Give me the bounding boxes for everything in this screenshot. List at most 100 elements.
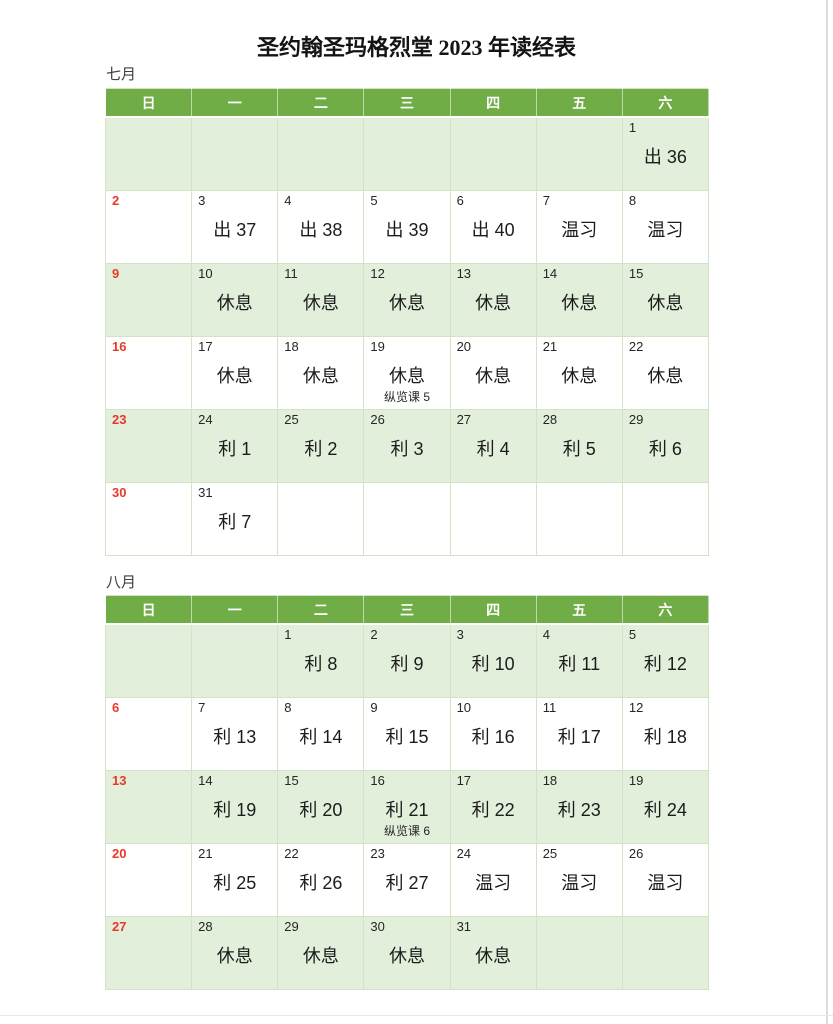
reading-assignment: 利 1 (218, 439, 252, 459)
day-number: 1 (628, 120, 637, 135)
day-cell: 28 利 5 (535, 409, 623, 483)
reading-assignment: 休息 (216, 366, 253, 386)
day-number: 12 (370, 266, 385, 281)
reading-assignment: 利 25 (213, 873, 257, 893)
day-number (541, 919, 618, 935)
day-cell: 17 休息 (191, 336, 279, 410)
day-number: 8 (284, 700, 292, 715)
day-number: 10 (456, 700, 472, 715)
day-number: 10 (198, 266, 213, 281)
day-cell: 14 利 19 (191, 770, 279, 844)
empty-day-cell (535, 916, 623, 990)
reading-assignment: 利 10 (471, 654, 515, 674)
day-cell: 20 休息 (449, 336, 537, 410)
day-number (627, 485, 704, 501)
day-number (627, 919, 704, 935)
week-row: 9 10 休息 11 休息 12 休息 13 休息 14 休息 15 休息 (104, 263, 710, 337)
day-cell: 25 利 2 (277, 409, 365, 483)
reading-assignment: 利 9 (390, 654, 424, 674)
day-cell: 3 出 37 (191, 190, 279, 264)
day-number: 26 (370, 412, 385, 427)
day-number: 30 (112, 485, 127, 500)
empty-day-cell (277, 116, 365, 191)
day-number: 2 (112, 193, 120, 208)
calendar-table-august: 日一二三四五六 1 利 8 2 利 9 3 利 10 4 利 11 5 利 12 6 7 利 13 8 利 1… (104, 595, 710, 990)
day-cell: 7 利 13 (191, 697, 279, 771)
day-cell: 8 利 14 (277, 697, 365, 771)
day-number: 14 (542, 266, 558, 281)
day-cell: 7 温习 (535, 190, 623, 264)
day-number (110, 120, 187, 136)
day-cell: 11 利 17 (535, 697, 623, 771)
reading-assignment: 利 6 (648, 439, 682, 459)
reading-assignment: 出 36 (643, 147, 687, 167)
day-number: 5 (628, 627, 637, 642)
reading-assignment: 休息 (388, 366, 425, 386)
day-number: 29 (628, 412, 644, 427)
week-row: 30 31 利 7 (104, 482, 710, 556)
day-cell: 12 休息 (363, 263, 451, 337)
day-cell: 13 休息 (449, 263, 537, 337)
day-number (196, 627, 273, 643)
reading-assignment: 温习 (561, 220, 598, 240)
day-number: 1 (284, 627, 292, 642)
reading-assignment: 利 18 (643, 727, 687, 747)
reading-assignment: 利 27 (385, 873, 429, 893)
day-number: 30 (370, 919, 385, 934)
day-cell: 8 温习 (621, 190, 710, 264)
week-row: 1 利 8 2 利 9 3 利 10 4 利 11 5 利 12 (104, 623, 710, 698)
day-number: 18 (284, 339, 299, 354)
day-cell: 2 (104, 190, 193, 264)
reading-assignment: 利 5 (562, 439, 596, 459)
reading-assignment: 休息 (302, 366, 339, 386)
month-label-july: 七月 (106, 66, 137, 83)
week-row: 6 7 利 13 8 利 14 9 利 15 10 利 16 11 利 17 12 利 18 (104, 697, 710, 771)
day-number: 15 (628, 266, 644, 281)
day-cell: 12 利 18 (621, 697, 710, 771)
day-cell: 20 (104, 843, 193, 917)
reading-assignment: 利 3 (390, 439, 424, 459)
day-number (541, 485, 618, 501)
day-number: 13 (456, 266, 472, 281)
day-number: 27 (112, 919, 127, 934)
reading-assignment: 休息 (647, 293, 684, 313)
day-number: 25 (542, 846, 558, 861)
day-cell: 6 出 40 (449, 190, 537, 264)
week-row: 2 3 出 37 4 出 38 5 出 39 6 出 40 7 温习 8 温习 (104, 190, 710, 264)
day-cell: 14 休息 (535, 263, 623, 337)
day-cell: 27 利 4 (449, 409, 537, 483)
day-cell: 1 出 36 (621, 116, 710, 191)
day-cell: 27 (104, 916, 193, 990)
month-label-august: 八月 (106, 574, 137, 591)
day-cell: 26 温习 (621, 843, 710, 917)
weekday-header: 一 (191, 88, 279, 118)
day-number: 20 (112, 846, 127, 861)
day-number: 9 (112, 266, 120, 281)
day-cell: 19 利 24 (621, 770, 710, 844)
day-number: 14 (198, 773, 213, 788)
day-cell: 1 利 8 (277, 623, 365, 698)
reading-assignment: 利 26 (299, 873, 343, 893)
day-number: 23 (112, 412, 127, 427)
day-cell: 24 温习 (449, 843, 537, 917)
day-number: 3 (198, 193, 206, 208)
day-number: 8 (628, 193, 637, 208)
reading-assignment: 休息 (475, 366, 512, 386)
empty-day-cell (191, 623, 279, 698)
day-number: 24 (198, 412, 213, 427)
day-cell: 28 休息 (191, 916, 279, 990)
empty-day-cell (449, 482, 537, 556)
reading-assignment: 利 8 (304, 654, 338, 674)
reading-assignment: 利 19 (213, 800, 257, 820)
day-cell: 30 休息 (363, 916, 451, 990)
day-number: 19 (628, 773, 644, 788)
weekday-header: 四 (449, 88, 537, 118)
day-number: 4 (284, 193, 292, 208)
day-number: 28 (542, 412, 558, 427)
day-cell: 5 利 12 (621, 623, 710, 698)
reading-assignment: 温习 (647, 873, 684, 893)
day-cell: 18 利 23 (535, 770, 623, 844)
day-cell: 29 利 6 (621, 409, 710, 483)
day-cell: 16 (104, 336, 193, 410)
